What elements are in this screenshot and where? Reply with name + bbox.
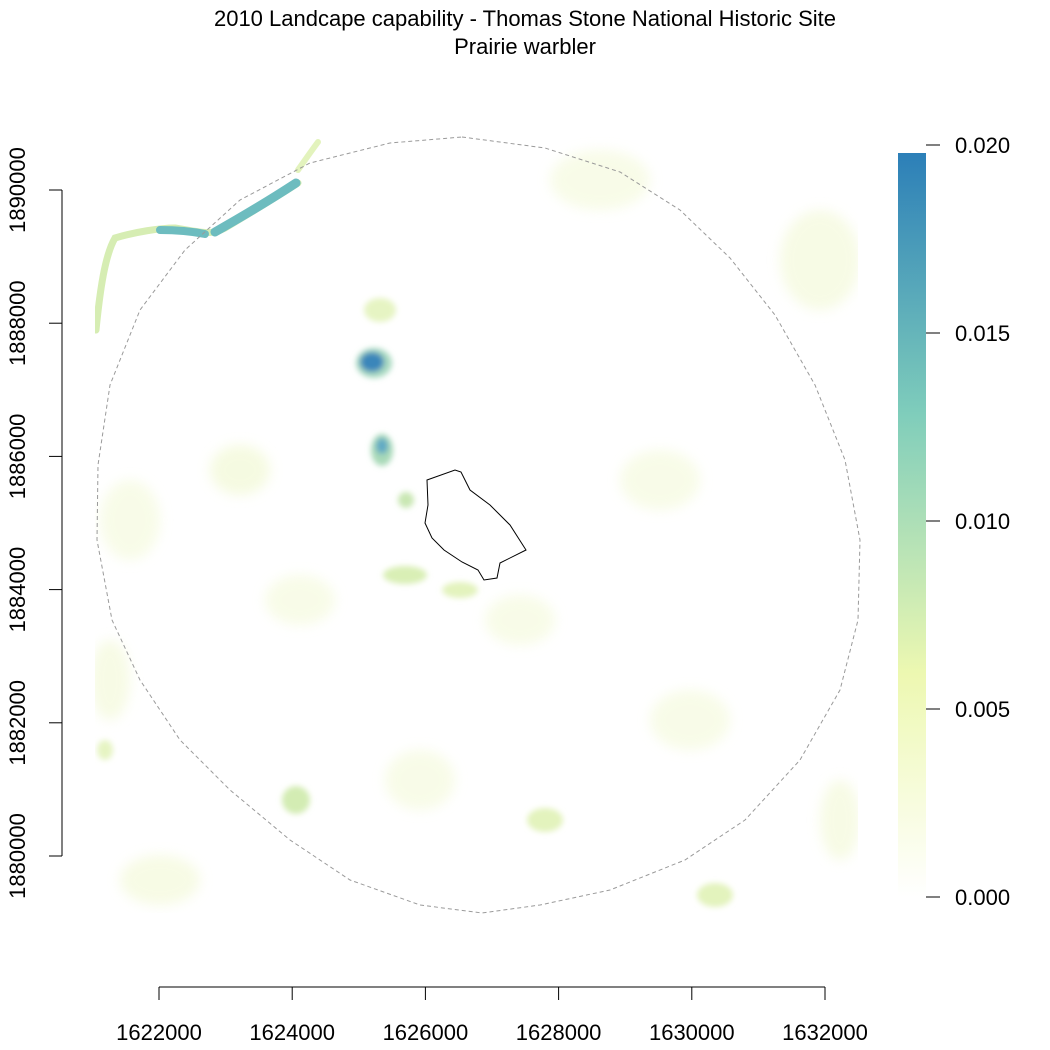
map-subtitle: Prairie warbler [454, 34, 596, 59]
y-tick-label: 1886000 [5, 414, 30, 500]
x-tick-label: 1628000 [516, 1020, 602, 1045]
x-tick-label: 1626000 [383, 1020, 469, 1045]
legend-color-bar [898, 153, 926, 897]
legend-tick-label: 0.010 [955, 509, 1010, 534]
x-tick-label: 1622000 [116, 1020, 202, 1045]
x-axis: 1622000 1624000 1626000 1628000 1630000 16320… [116, 986, 868, 1045]
y-tick-label: 1888000 [5, 280, 30, 366]
y-tick-label: 1880000 [5, 813, 30, 899]
x-tick-label: 1630000 [649, 1020, 735, 1045]
x-tick-label: 1624000 [249, 1020, 335, 1045]
buffer-boundary [96, 136, 861, 914]
y-tick-label: 1890000 [5, 147, 30, 233]
y-tick-label: 1882000 [5, 680, 30, 766]
raster-layer [95, 137, 858, 913]
legend-tick-label: 0.000 [955, 885, 1010, 910]
x-tick-label: 1632000 [782, 1020, 868, 1045]
y-tick-label: 1884000 [5, 547, 30, 633]
legend-tick-label: 0.020 [955, 133, 1010, 158]
park-boundary [424, 469, 527, 581]
legend-tick-label: 0.015 [955, 321, 1010, 346]
legend-tick-label: 0.005 [955, 697, 1010, 722]
map-title: 2010 Landcape capability - Thomas Stone … [213, 6, 837, 31]
color-legend: 0.000 0.005 0.010 0.015 0.020 [898, 133, 1010, 910]
y-axis: 1880000 1882000 1884000 1886000 1888000 18900… [5, 147, 63, 899]
